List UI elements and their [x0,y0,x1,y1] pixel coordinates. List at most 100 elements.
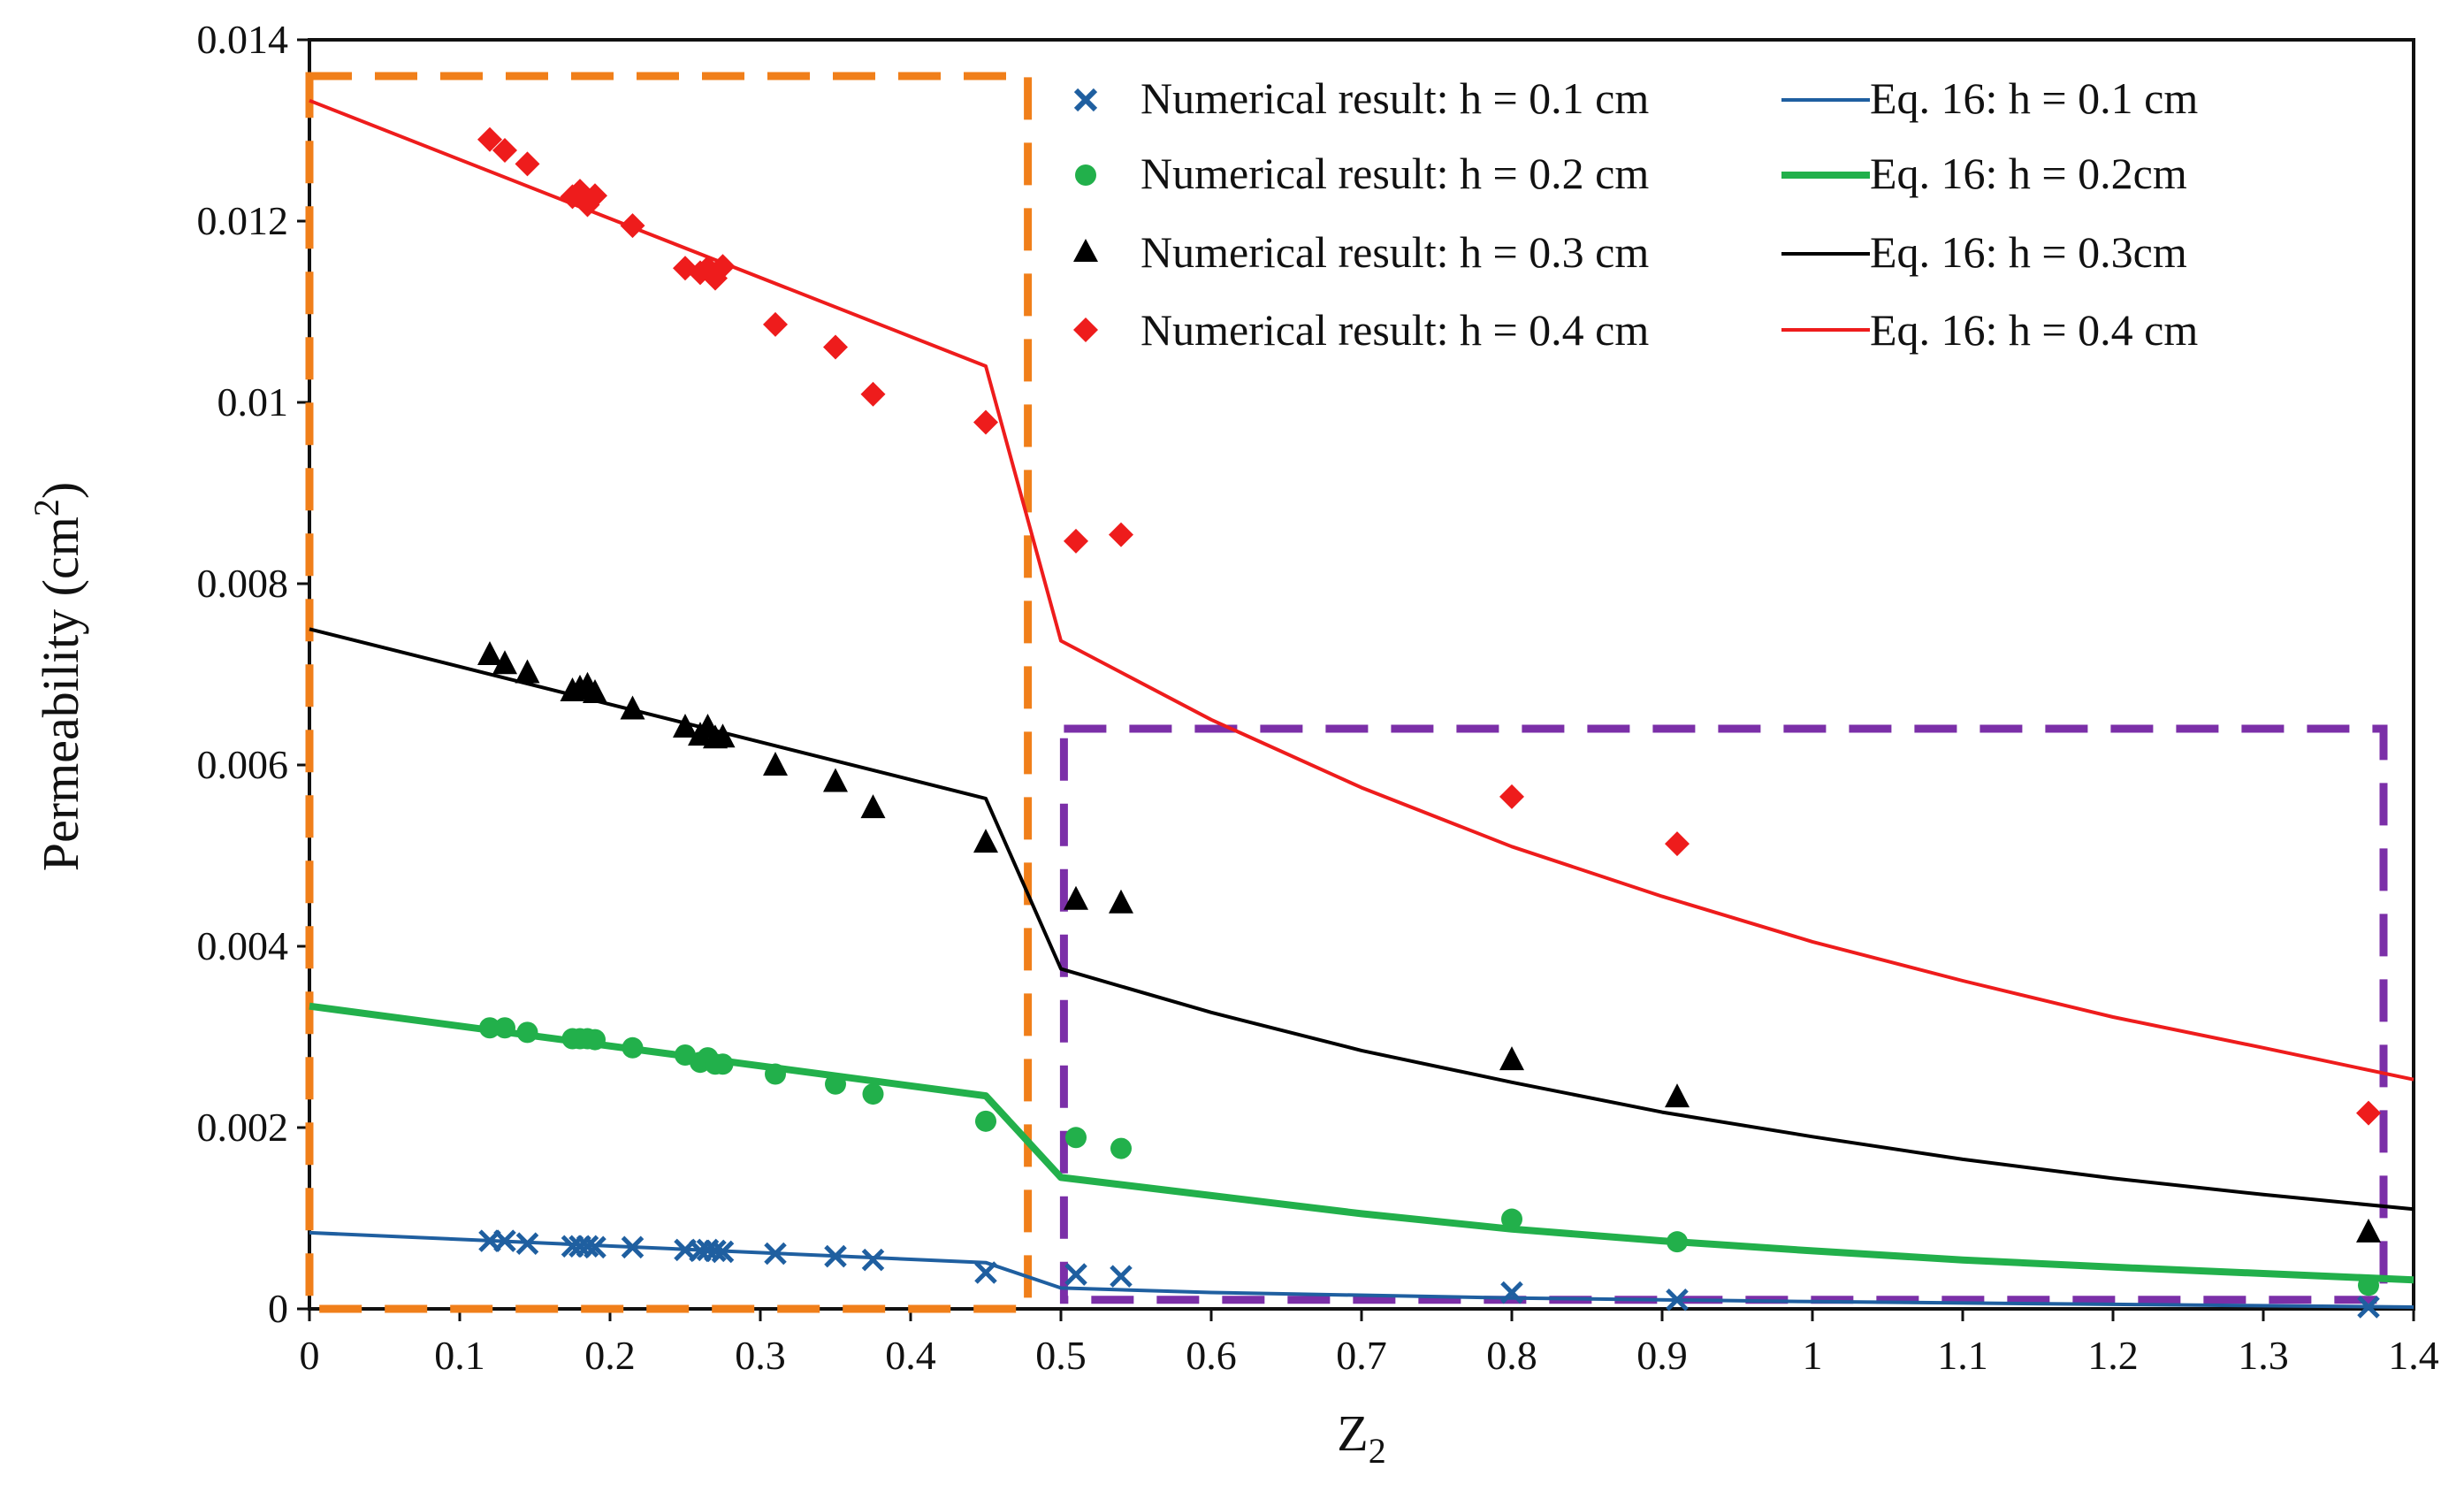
data-point-x [1064,1263,1087,1286]
data-point-x [1500,1281,1523,1304]
legend-entry-line-h02: Eq. 16: h = 0.2cm [1781,149,2187,198]
data-point-x [621,1235,645,1259]
data-point-diamond [1665,831,1690,857]
axis-ticks: 0 0.1 0.2 0.3 0.4 0.5 0.6 0.7 0.8 0.9 1 1.1 1.2 1.3 1.… [197,17,2439,1378]
legend-entry-line-h03: Eq. 16: h = 0.3cm [1781,227,2187,277]
data-point-triangle [477,640,502,665]
data-point-triangle [620,695,645,720]
x-tick-label: 0 [300,1333,320,1378]
x-tick-label: 1.2 [2087,1333,2139,1378]
y-tick-label: 0.004 [197,923,289,968]
scatter-series-4 [477,126,2381,1126]
data-point-circle [765,1063,786,1085]
data-point-triangle [860,794,886,819]
legend-entry-scatter-h04: Numerical result: h = 0.4 cm [1073,305,1649,355]
x-axis-title-subscript: 2 [1369,1431,1386,1471]
x-tick-label: 0.3 [735,1333,786,1378]
data-point-circle [1065,1127,1087,1149]
scatter-series-2 [479,1017,2379,1296]
data-point-x [515,1232,539,1255]
legend-entry-line-h04: Eq. 16: h = 0.4 cm [1781,305,2198,355]
legend-label: Numerical result: h = 0.2 cm [1140,149,1649,198]
data-point-triangle [823,768,848,792]
model-line-3 [309,627,2414,1212]
data-point-triangle [973,829,998,853]
model-line-1 [309,1230,2414,1309]
data-point-x [2357,1296,2380,1319]
legend-background [1057,60,2294,365]
data-point-triangle [710,723,736,748]
data-point-triangle [515,659,540,684]
data-point-circle [862,1083,884,1105]
x-axis-title-main: Z [1337,1404,1368,1462]
data-point-circle [1667,1231,1688,1253]
x-tick-label: 0.2 [584,1333,636,1378]
data-point-x [764,1242,787,1266]
data-point-circle [1110,1137,1132,1159]
x-tick-label: 1.4 [2388,1333,2439,1378]
x-tick-label: 0.4 [885,1333,936,1378]
data-point-circle [1501,1208,1522,1230]
numerical-points [477,126,2381,1319]
data-point-circle [494,1017,515,1039]
data-point-x [704,1239,727,1263]
data-point-x [824,1244,847,1268]
legend-entry-scatter-h02: Numerical result: h = 0.2 cm [1075,149,1649,198]
data-point-circle [516,1021,538,1044]
y-tick-label: 0.002 [197,1105,289,1150]
scatter-series-1 [478,1229,2380,1319]
low-z2-region-box [305,72,1033,1313]
data-point-diamond [860,381,886,407]
data-point-x [861,1248,885,1272]
x-tick-label: 0.1 [434,1333,485,1378]
data-point-diamond [583,183,607,209]
x-tick-label: 1.3 [2238,1333,2289,1378]
data-point-x [493,1229,516,1252]
model-line-4 [309,98,2414,1082]
model-line-2 [309,1002,2414,1284]
data-point-diamond [620,213,645,239]
data-point-triangle [763,752,788,776]
data-point-triangle [2356,1218,2381,1243]
legend-marker-diamond-icon [1073,317,1098,342]
x-tick-label: 0.9 [1636,1333,1688,1378]
data-point-diamond [515,151,540,177]
data-point-diamond [1499,784,1524,809]
y-axis-title-superscript: 2 [27,499,66,516]
y-tick-label: 0 [268,1286,288,1331]
legend-label: Eq. 16: h = 0.2cm [1870,149,2187,198]
y-axis-title-main: Permeability (cm [32,516,89,871]
legend-entry-line-h01: Eq. 16: h = 0.1 cm [1781,73,2198,123]
data-point-circle [584,1029,606,1051]
legend-entry-scatter-h03: Numerical result: h = 0.3 cm [1073,227,1649,277]
x-tick-label: 0.6 [1186,1333,1237,1378]
data-point-x [711,1240,735,1264]
data-point-x [576,1235,599,1258]
legend-entry-scatter-h01: Numerical result: h = 0.1 cm [1073,73,1649,123]
data-point-diamond [710,254,736,279]
x-tick-label: 0.7 [1336,1333,1387,1378]
data-point-diamond [492,138,517,164]
data-point-x [974,1261,997,1284]
data-point-diamond [763,311,788,337]
scatter-series-3 [477,640,2381,1243]
data-point-x [1666,1288,1689,1312]
data-point-diamond [1109,522,1133,547]
high-z2-region-box [1059,724,2388,1304]
legend-label: Numerical result: h = 0.3 cm [1140,227,1649,277]
data-point-diamond [2356,1100,2381,1126]
data-point-diamond [477,126,502,152]
highlight-boxes [305,72,2388,1313]
data-point-triangle [1499,1046,1524,1071]
data-point-circle [712,1053,734,1075]
model-lines [309,98,2414,1309]
data-point-diamond [1064,528,1088,554]
legend-marker-triangle-icon [1073,239,1098,262]
data-point-triangle [492,650,517,675]
legend-label: Numerical result: h = 0.4 cm [1140,305,1649,355]
legend-label: Eq. 16: h = 0.3cm [1870,227,2187,277]
data-point-triangle [1109,889,1133,914]
data-point-circle [2358,1274,2379,1296]
y-tick-label: 0.012 [197,198,289,243]
data-point-triangle [1665,1083,1690,1108]
